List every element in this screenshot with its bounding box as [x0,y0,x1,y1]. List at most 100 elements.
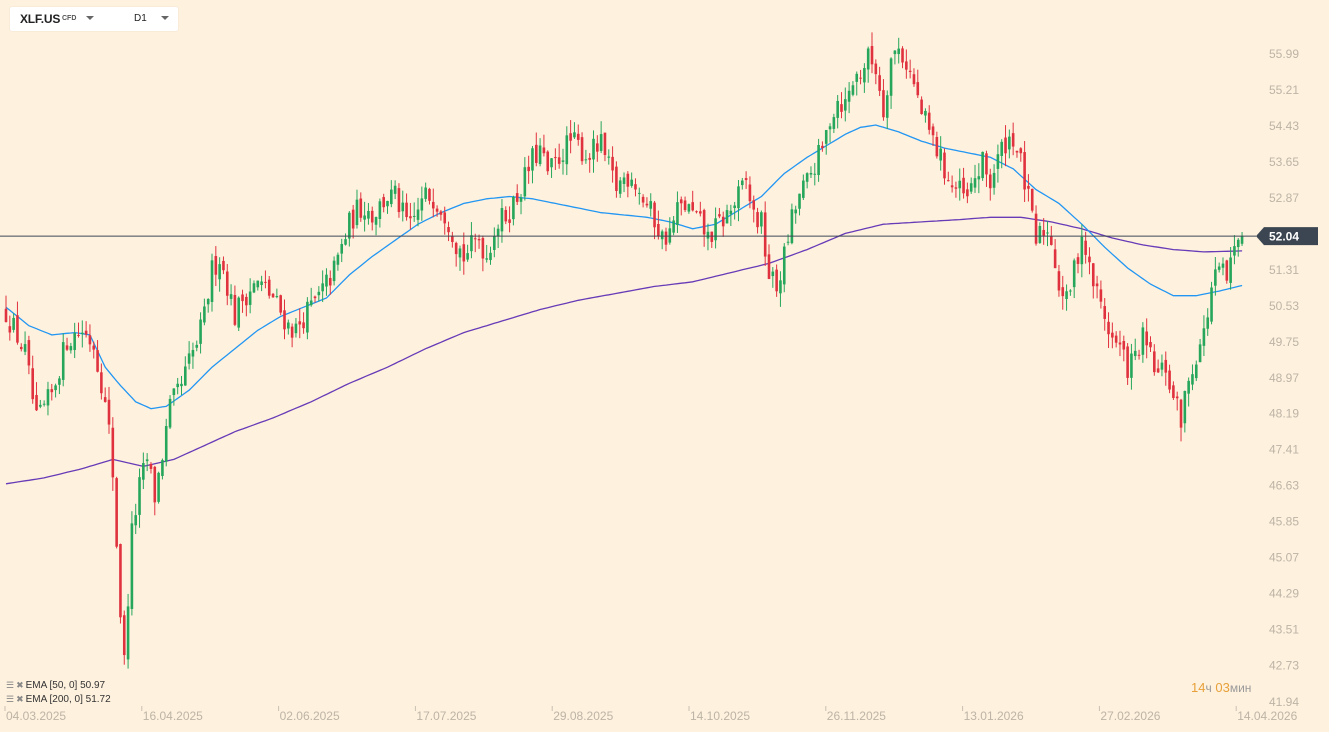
candle-body [626,173,630,187]
candle [668,217,672,245]
indicator-legend-ema50[interactable]: ☰ ✖ EMA [50, 0] 50.97 [6,679,105,691]
candle [626,171,630,198]
candle [737,180,740,222]
price-tick-label: 53.65 [1269,155,1299,169]
candle [1038,222,1042,244]
remove-indicator-icon[interactable]: ✖ [16,680,24,690]
candle [355,189,359,229]
candle [637,187,641,205]
candle-body [939,148,942,161]
candle-body [8,326,12,333]
candle [859,69,862,85]
price-tick-label: 42.73 [1269,659,1299,673]
candle-body [969,183,973,192]
candle [1008,129,1011,159]
candle [1149,336,1152,353]
price-tick-label: 41.94 [1269,695,1299,709]
candle-body [691,202,694,211]
timeframe-dropdown-icon[interactable] [161,16,169,20]
candle-body [508,219,511,223]
candle [855,71,859,96]
candle-body [1030,188,1034,211]
date-tick-label: 04.03.2025 [6,709,66,723]
candle [924,108,927,123]
candle [1099,280,1103,309]
candle [100,363,103,400]
candle [1233,235,1236,265]
candle [721,211,725,237]
candle [916,69,920,98]
candle [1217,262,1221,273]
candle [611,146,614,183]
candle-body [557,157,561,164]
candle [512,195,515,226]
candle [1004,125,1007,167]
candle [763,201,767,266]
candle-body [431,201,435,209]
candle [821,141,824,152]
candle-body [168,398,172,428]
candle-body [885,95,889,118]
date-axis: 04.03.2025 16.04.2025 02.06.2025 17.07.2025… [4,706,1298,723]
candle-body [149,463,153,469]
candle-body [439,211,443,215]
candle-body [1175,396,1179,399]
candle-body [229,294,233,299]
candle-body [504,209,508,222]
candle [927,105,931,135]
candle [805,172,809,189]
candle-body [1164,359,1168,373]
candle [23,331,27,356]
remove-indicator-icon[interactable]: ✖ [16,694,24,704]
candle-body [370,210,374,223]
candle-body [225,271,229,296]
candle-body [538,145,542,165]
candle [863,63,866,93]
candle [184,356,187,386]
candle-body [561,160,565,162]
settings-lines-icon[interactable]: ☰ [6,680,15,690]
symbol-name[interactable]: XLF.US [20,12,61,26]
candle [939,136,942,171]
candle-body [187,353,191,364]
candle [599,121,603,154]
candle-body [172,388,176,396]
candle [912,68,916,87]
candle [1011,122,1015,156]
candle-body [81,332,84,334]
candle-body [1172,385,1175,398]
candle-body [176,383,179,388]
candle-body [706,231,710,239]
candle-body [462,244,466,262]
candle [756,207,759,234]
candle-body [527,166,530,172]
symbol-dropdown-icon[interactable] [86,16,94,20]
candle-body [996,154,1000,169]
price-axis: 55.99 55.21 54.43 53.65 52.87 51.31 50.53 49.75… [1269,47,1299,709]
candle-body [576,133,580,140]
candle [134,503,138,535]
candle [1133,338,1137,361]
candle [817,138,820,182]
candle [119,543,122,624]
candle [676,191,679,233]
candle-body [454,242,458,255]
candle [969,177,973,194]
indicator-legend-ema200[interactable]: ☰ ✖ EMA [200, 0] 51.72 [6,693,111,705]
candle [622,172,626,193]
date-tick-label: 14.04.2026 [1237,709,1297,723]
candle-body [927,112,931,130]
candle-body [924,110,927,116]
candle-body [237,297,241,328]
timeframe-selector[interactable]: D1 [134,13,147,24]
candle-body [534,144,538,163]
candle-body [1057,271,1061,291]
candle [847,82,851,114]
candle-body [298,321,302,325]
candle-body [260,281,263,285]
candle [103,387,107,403]
candle-body [519,197,523,202]
candle-body [39,404,42,407]
settings-lines-icon[interactable]: ☰ [6,694,15,704]
